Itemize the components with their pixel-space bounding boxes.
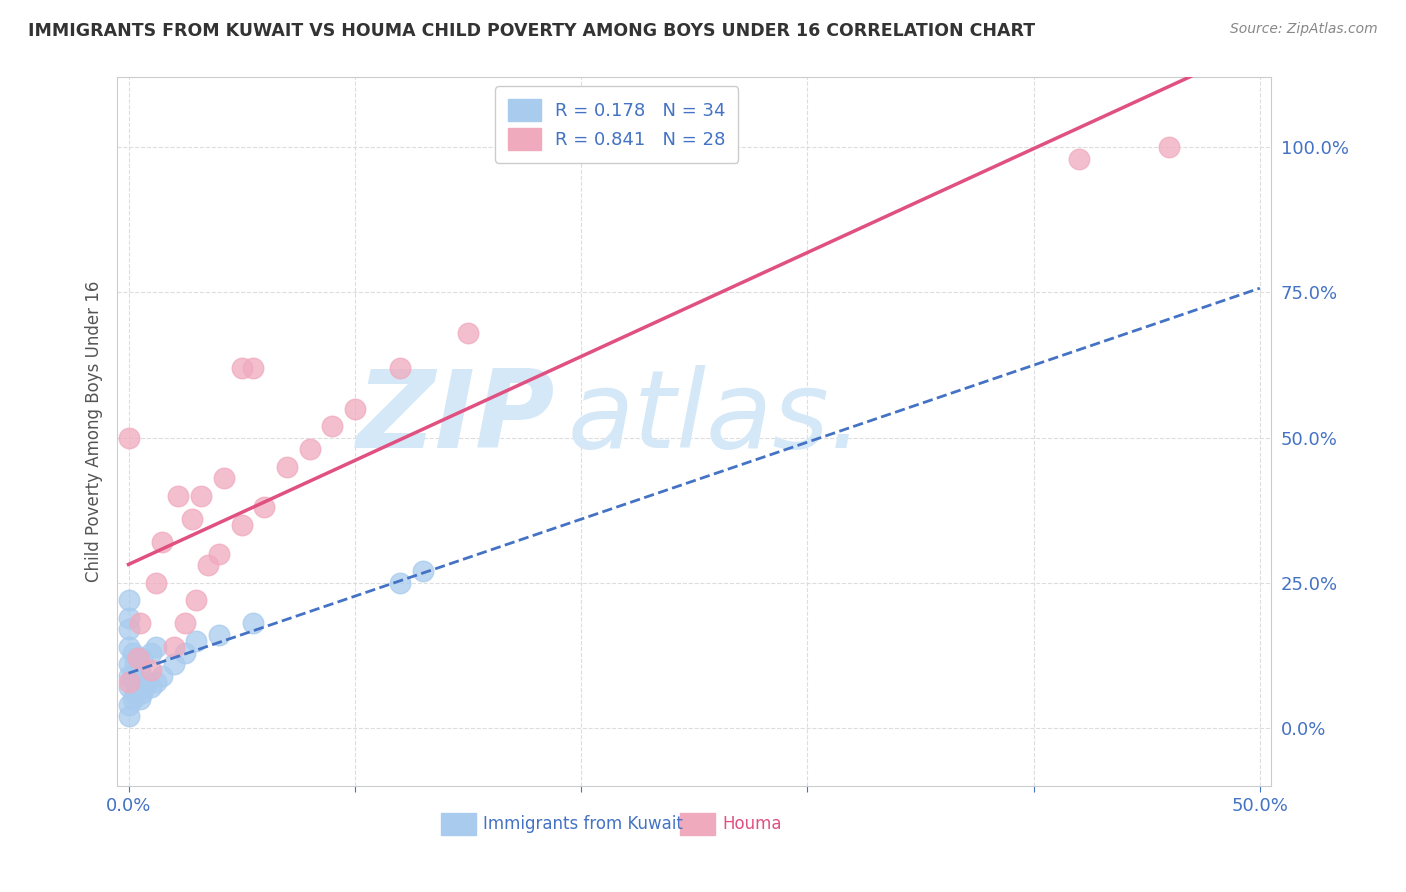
Point [128, 663, 150, 677]
Point [127, 651, 149, 665]
Point [231, 360, 253, 375]
Point [186, 634, 208, 648]
Point [208, 628, 231, 642]
Point [117, 657, 139, 672]
Point [212, 471, 235, 485]
Point [163, 657, 186, 672]
Point [134, 681, 156, 695]
Point [139, 681, 162, 695]
Point [117, 674, 139, 689]
Point [117, 593, 139, 607]
Point [457, 326, 479, 340]
Point [1159, 140, 1181, 154]
Point [321, 419, 343, 434]
Text: Houma: Houma [723, 815, 782, 833]
Y-axis label: Child Poverty Among Boys Under 16: Child Poverty Among Boys Under 16 [86, 281, 103, 582]
Point [117, 622, 139, 636]
Point [167, 489, 190, 503]
Point [127, 651, 149, 665]
Point [122, 669, 145, 683]
Point [298, 442, 321, 457]
Point [276, 459, 298, 474]
Text: Source: ZipAtlas.com: Source: ZipAtlas.com [1230, 22, 1378, 37]
Point [128, 616, 150, 631]
Point [135, 674, 157, 689]
Point [197, 558, 219, 573]
Point [242, 616, 264, 631]
Point [253, 500, 276, 515]
Point [163, 640, 186, 654]
Point [117, 669, 139, 683]
Point [174, 616, 197, 631]
Point [180, 512, 202, 526]
Point [242, 360, 264, 375]
Point [117, 681, 139, 695]
Point [1067, 152, 1090, 166]
Point [127, 681, 149, 695]
Point [145, 640, 167, 654]
Point [139, 663, 162, 677]
Legend: R = 0.178   N = 34, R = 0.841   N = 28: R = 0.178 N = 34, R = 0.841 N = 28 [495, 87, 738, 163]
Point [389, 360, 412, 375]
Text: ZIP: ZIP [357, 365, 555, 471]
Point [152, 535, 174, 549]
Point [117, 431, 139, 445]
Point [343, 401, 366, 416]
Point [190, 489, 212, 503]
Text: IMMIGRANTS FROM KUWAIT VS HOUMA CHILD POVERTY AMONG BOYS UNDER 16 CORRELATION CH: IMMIGRANTS FROM KUWAIT VS HOUMA CHILD PO… [28, 22, 1035, 40]
Point [174, 646, 197, 660]
Point [117, 610, 139, 624]
Text: atlas.: atlas. [567, 365, 863, 470]
Point [152, 669, 174, 683]
Point [117, 709, 139, 723]
Point [231, 517, 253, 532]
Point [124, 686, 146, 700]
Text: Immigrants from Kuwait: Immigrants from Kuwait [484, 815, 683, 833]
Point [208, 547, 231, 561]
Point [139, 646, 162, 660]
Point [186, 593, 208, 607]
Point [122, 646, 145, 660]
Point [145, 674, 167, 689]
Point [117, 640, 139, 654]
Point [131, 651, 153, 665]
Point [128, 692, 150, 706]
Point [389, 575, 412, 590]
Point [412, 564, 434, 578]
Point [145, 575, 167, 590]
Point [124, 657, 146, 672]
Point [122, 692, 145, 706]
Point [117, 698, 139, 712]
Point [131, 686, 153, 700]
